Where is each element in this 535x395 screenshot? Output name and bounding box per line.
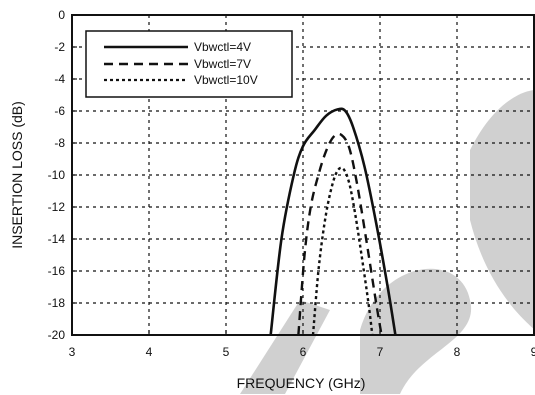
- x-tick-label: 6: [300, 345, 307, 359]
- y-axis-title: INSERTION LOSS (dB): [9, 101, 25, 249]
- x-tick-labels: 3 4 5 6 7 8 9: [69, 345, 535, 359]
- y-tick-label: -10: [48, 168, 66, 182]
- x-tick-label: 4: [146, 345, 153, 359]
- legend: Vbwctl=4V Vbwctl=7V Vbwctl=10V: [85, 30, 293, 98]
- x-tick-label: 7: [377, 345, 384, 359]
- legend-label-10v: Vbwctl=10V: [194, 73, 258, 87]
- y-tick-label: -4: [54, 72, 65, 86]
- y-tick-label: -20: [48, 328, 66, 342]
- y-tick-labels: 0 -2 -4 -6 -8 -10 -12 -14 -16 -18 -20: [48, 8, 66, 342]
- series-line-solid: [269, 107, 397, 336]
- y-tick-label: -2: [54, 40, 65, 54]
- watermark: [240, 90, 535, 394]
- y-tick-label: -14: [48, 232, 66, 246]
- y-tick-label: -6: [54, 104, 65, 118]
- legend-label-7v: Vbwctl=7V: [194, 57, 251, 71]
- x-axis-title: FREQUENCY (GHz): [237, 375, 366, 391]
- series-line-dashed: [297, 132, 383, 336]
- x-tick-label: 5: [223, 345, 230, 359]
- y-tick-label: -18: [48, 296, 66, 310]
- y-tick-label: -16: [48, 264, 66, 278]
- y-tick-label: 0: [58, 8, 65, 22]
- x-tick-label: 3: [69, 345, 76, 359]
- legend-box: [85, 30, 293, 98]
- x-tick-label: 9: [531, 345, 535, 359]
- x-tick-label: 8: [454, 345, 461, 359]
- legend-label-4v: Vbwctl=4V: [194, 40, 251, 54]
- y-tick-label: -8: [54, 136, 65, 150]
- y-tick-label: -12: [48, 200, 66, 214]
- series-group: [269, 107, 397, 336]
- tick-marks: [71, 14, 535, 336]
